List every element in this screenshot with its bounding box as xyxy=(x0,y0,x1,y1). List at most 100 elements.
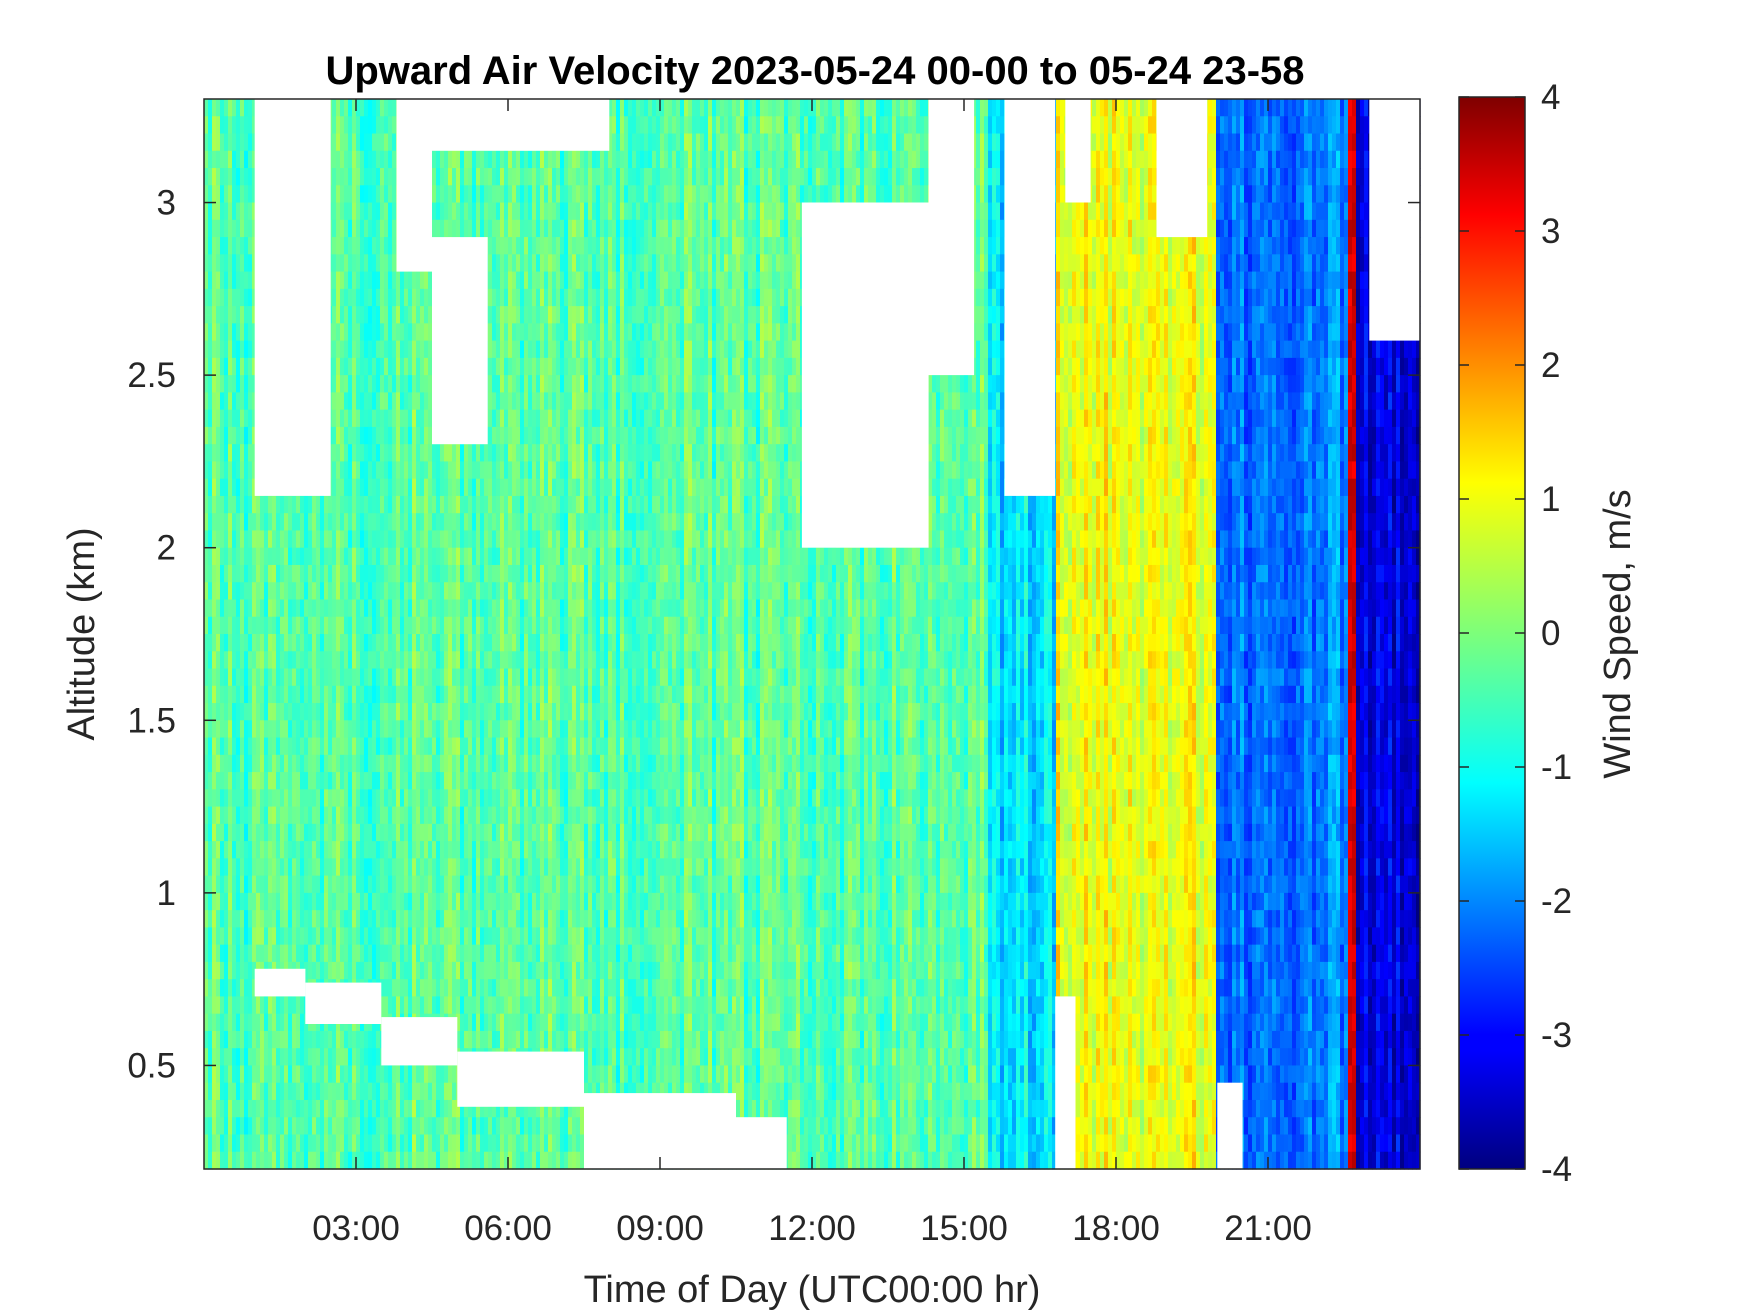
heatmap-cell xyxy=(228,1151,233,1170)
heatmap-cell xyxy=(276,1048,281,1067)
heatmap-cell xyxy=(456,530,461,549)
heatmap-cell xyxy=(348,1082,353,1101)
heatmap-cell xyxy=(396,910,401,928)
heatmap-cell xyxy=(228,789,233,808)
heatmap-cell xyxy=(212,495,217,514)
heatmap-cell xyxy=(272,634,277,652)
heatmap-cell xyxy=(264,530,269,549)
heatmap-cell xyxy=(480,910,485,928)
heatmap-cell xyxy=(520,996,525,1015)
heatmap-cell xyxy=(404,944,409,963)
heatmap-cell xyxy=(464,461,469,480)
heatmap-cell xyxy=(280,720,285,739)
heatmap-cell xyxy=(524,219,529,238)
heatmap-cell xyxy=(368,1065,373,1084)
heatmap-cell xyxy=(380,495,385,514)
heatmap-cell xyxy=(504,1117,509,1136)
heatmap-cell xyxy=(328,1065,333,1084)
heatmap-cell xyxy=(260,772,265,790)
heatmap-cell xyxy=(288,1065,293,1084)
heatmap-cell xyxy=(384,961,389,980)
heatmap-cell xyxy=(440,634,445,652)
heatmap-cell xyxy=(420,944,425,963)
heatmap-cell xyxy=(384,564,389,583)
heatmap-cell xyxy=(408,357,413,376)
heatmap-cell xyxy=(356,858,361,877)
heatmap-cell xyxy=(488,547,493,566)
heatmap-cell xyxy=(308,944,313,963)
heatmap-cell xyxy=(308,685,313,704)
heatmap-cell xyxy=(468,513,473,532)
heatmap-cell xyxy=(356,254,361,273)
heatmap-cell xyxy=(284,685,289,704)
heatmap-cell xyxy=(488,357,493,376)
heatmap-cell xyxy=(412,910,417,928)
heatmap-cell xyxy=(240,599,245,618)
heatmap-cell xyxy=(376,288,381,307)
heatmap-cell xyxy=(252,254,257,273)
heatmap-cell xyxy=(204,375,209,393)
heatmap-cell xyxy=(480,823,485,842)
heatmap-cell xyxy=(296,1134,301,1153)
heatmap-cell xyxy=(236,219,241,238)
heatmap-cell xyxy=(508,651,513,670)
heatmap-cell xyxy=(524,478,529,497)
heatmap-cell xyxy=(508,426,513,445)
heatmap-cell xyxy=(232,168,237,186)
heatmap-cell xyxy=(496,961,501,980)
heatmap-cell xyxy=(244,1082,249,1101)
heatmap-cell xyxy=(396,323,401,342)
heatmap-cell xyxy=(392,599,397,618)
heatmap-cell xyxy=(284,530,289,549)
heatmap-cell xyxy=(348,789,353,808)
heatmap-cell xyxy=(364,892,369,911)
heatmap-cell xyxy=(520,685,525,704)
heatmap-cell xyxy=(404,1082,409,1101)
heatmap-cell xyxy=(224,340,229,359)
heatmap-cell xyxy=(400,582,405,601)
heatmap-cell xyxy=(208,99,213,117)
heatmap-cell xyxy=(464,668,469,687)
heatmap-cell xyxy=(508,668,513,687)
heatmap-cell xyxy=(420,1117,425,1136)
heatmap-cell xyxy=(364,1082,369,1101)
heatmap-cell xyxy=(212,564,217,583)
heatmap-cell xyxy=(412,1065,417,1084)
heatmap-cell xyxy=(404,357,409,376)
heatmap-cell xyxy=(220,357,225,376)
heatmap-cell xyxy=(252,1048,257,1067)
heatmap-cell xyxy=(516,823,521,842)
heatmap-cell xyxy=(344,375,349,393)
heatmap-cell xyxy=(416,927,421,946)
heatmap-cell xyxy=(408,754,413,773)
heatmap-cell xyxy=(432,530,437,549)
heatmap-cell xyxy=(400,944,405,963)
heatmap-cell xyxy=(204,288,209,307)
heatmap-cell xyxy=(208,150,213,169)
heatmap-cell xyxy=(332,530,337,549)
heatmap-cell xyxy=(412,685,417,704)
heatmap-cell xyxy=(204,944,209,963)
heatmap-cell xyxy=(484,219,489,238)
heatmap-cell xyxy=(432,892,437,911)
heatmap-cell xyxy=(396,599,401,618)
heatmap-cell xyxy=(508,1013,513,1032)
heatmap-cell xyxy=(416,754,421,773)
heatmap-cell xyxy=(436,547,441,566)
heatmap-cell xyxy=(468,772,473,790)
heatmap-cell xyxy=(480,168,485,186)
heatmap-cell xyxy=(204,737,209,756)
heatmap-cell xyxy=(208,910,213,928)
heatmap-cell xyxy=(480,892,485,911)
heatmap-cell xyxy=(396,1082,401,1101)
heatmap-cell xyxy=(456,927,461,946)
heatmap-cell xyxy=(324,841,329,859)
heatmap-cell xyxy=(480,961,485,980)
heatmap-cell xyxy=(436,910,441,928)
heatmap-cell xyxy=(512,1013,517,1032)
heatmap-cell xyxy=(236,168,241,186)
heatmap-cell xyxy=(444,685,449,704)
heatmap-cell xyxy=(356,530,361,549)
heatmap-cell xyxy=(292,910,297,928)
heatmap-cell xyxy=(428,426,433,445)
